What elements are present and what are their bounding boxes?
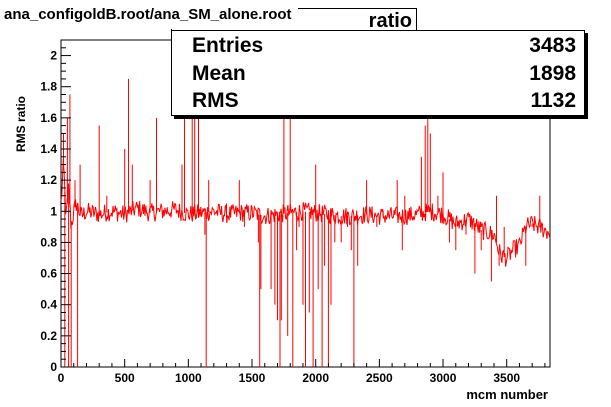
stats-rms-value: 1132 [530, 89, 576, 112]
series-layer [60, 71, 551, 367]
stats-rms-label: RMS [192, 89, 239, 112]
y-tick-label: 2 [50, 49, 57, 63]
x-tick-label: 1500 [239, 371, 266, 385]
x-tick-label: 0 [58, 371, 65, 385]
y-tick-label: 0.4 [40, 298, 57, 312]
y-tick-label: 0.8 [40, 235, 57, 249]
x-tick-label: 3500 [493, 371, 520, 385]
x-tick-label: 2500 [366, 371, 393, 385]
x-tick-label: 500 [115, 371, 135, 385]
y-tick-label: 1.8 [40, 80, 57, 94]
series-line [60, 159, 551, 267]
y-tick-label: 1.4 [40, 142, 57, 156]
y-tick-label: 1.6 [40, 111, 57, 125]
x-axis-title: mcm number [466, 387, 548, 402]
stats-entries-value: 3483 [529, 34, 576, 57]
x-tick-label: 2000 [302, 371, 329, 385]
y-axis-title: RMS ratio [14, 96, 28, 152]
stats-mean-row: Mean 1898 [192, 62, 576, 90]
stats-entries-row: Entries 3483 [192, 34, 576, 62]
stats-mean-label: Mean [192, 62, 246, 85]
stats-entries-label: Entries [192, 34, 264, 57]
y-tick-label: 1 [50, 204, 57, 218]
axis-layer: 0 500 1000 1500 2000 2500 3000 3500 0 0.2 0.4 0.6 0.… [40, 39, 546, 385]
x-tick-label: 3000 [430, 371, 457, 385]
y-tick-label: 0.6 [40, 267, 57, 281]
x-tick-label: 1000 [175, 371, 202, 385]
stats-rms-row: RMS 1132 [192, 89, 576, 117]
stats-title-text: ratio [368, 10, 412, 31]
stats-box: Entries 3483 Mean 1898 RMS 1132 [171, 30, 585, 116]
y-tick-label: 1.2 [40, 173, 57, 187]
y-tick-label: 0.2 [40, 329, 57, 343]
stats-mean-value: 1898 [529, 62, 576, 85]
histogram-title: ana_configoldB.root/ana_SM_alone.root [0, 1, 298, 29]
y-tick-label: 0 [50, 360, 57, 374]
